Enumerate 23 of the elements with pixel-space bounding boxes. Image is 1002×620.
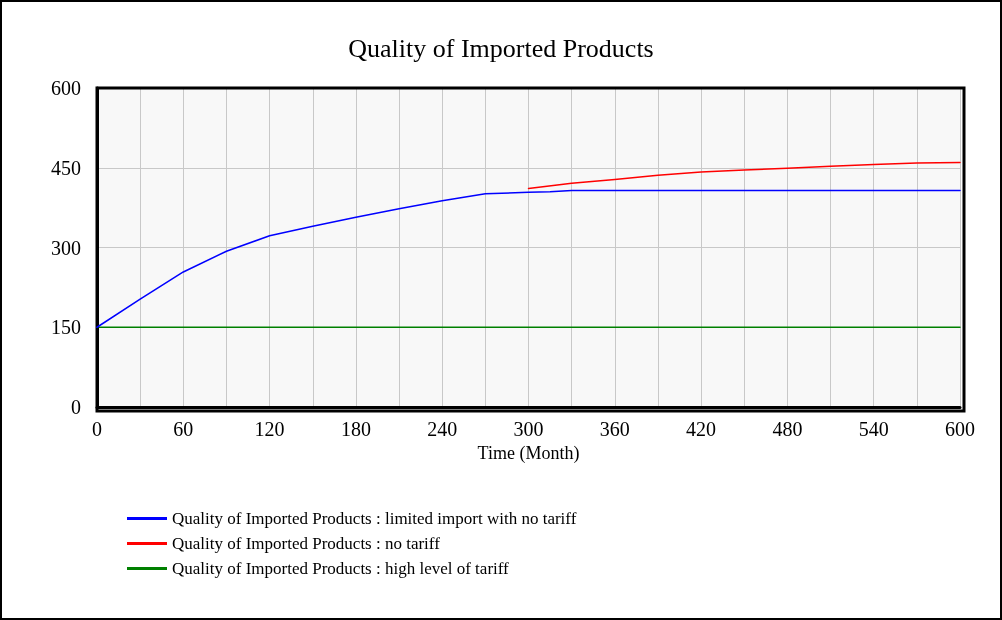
x-tick-label: 0 bbox=[92, 418, 102, 440]
legend-label: Quality of Imported Products : limited import with no tariff bbox=[172, 509, 577, 528]
y-tick-label: 300 bbox=[51, 236, 81, 259]
y-tick-label: 150 bbox=[51, 316, 81, 339]
x-axis-title: Time (Month) bbox=[477, 442, 580, 464]
y-tick-label: 0 bbox=[71, 396, 81, 418]
chart-title: Quality of Imported Products bbox=[348, 33, 654, 63]
x-tick-label: 60 bbox=[173, 418, 194, 440]
legend-label: Quality of Imported Products : high level of tariff bbox=[172, 559, 510, 578]
x-tick-label: 300 bbox=[513, 418, 544, 440]
line-series bbox=[96, 189, 961, 328]
x-tick-label: 600 bbox=[945, 418, 975, 440]
legend-label: Quality of Imported Products : no tariff bbox=[172, 534, 441, 553]
x-tick-label: 540 bbox=[858, 418, 889, 440]
x-tick-label: 120 bbox=[254, 418, 285, 440]
y-tick-label: 600 bbox=[51, 77, 81, 99]
x-tick-label: 240 bbox=[427, 418, 458, 440]
x-tick-label: 360 bbox=[599, 418, 630, 440]
line-series bbox=[527, 161, 961, 190]
x-tick-label: 180 bbox=[340, 418, 371, 440]
x-tick-label: 420 bbox=[686, 418, 717, 440]
x-tick-label: 480 bbox=[772, 418, 803, 440]
y-tick-label: 450 bbox=[51, 156, 81, 179]
